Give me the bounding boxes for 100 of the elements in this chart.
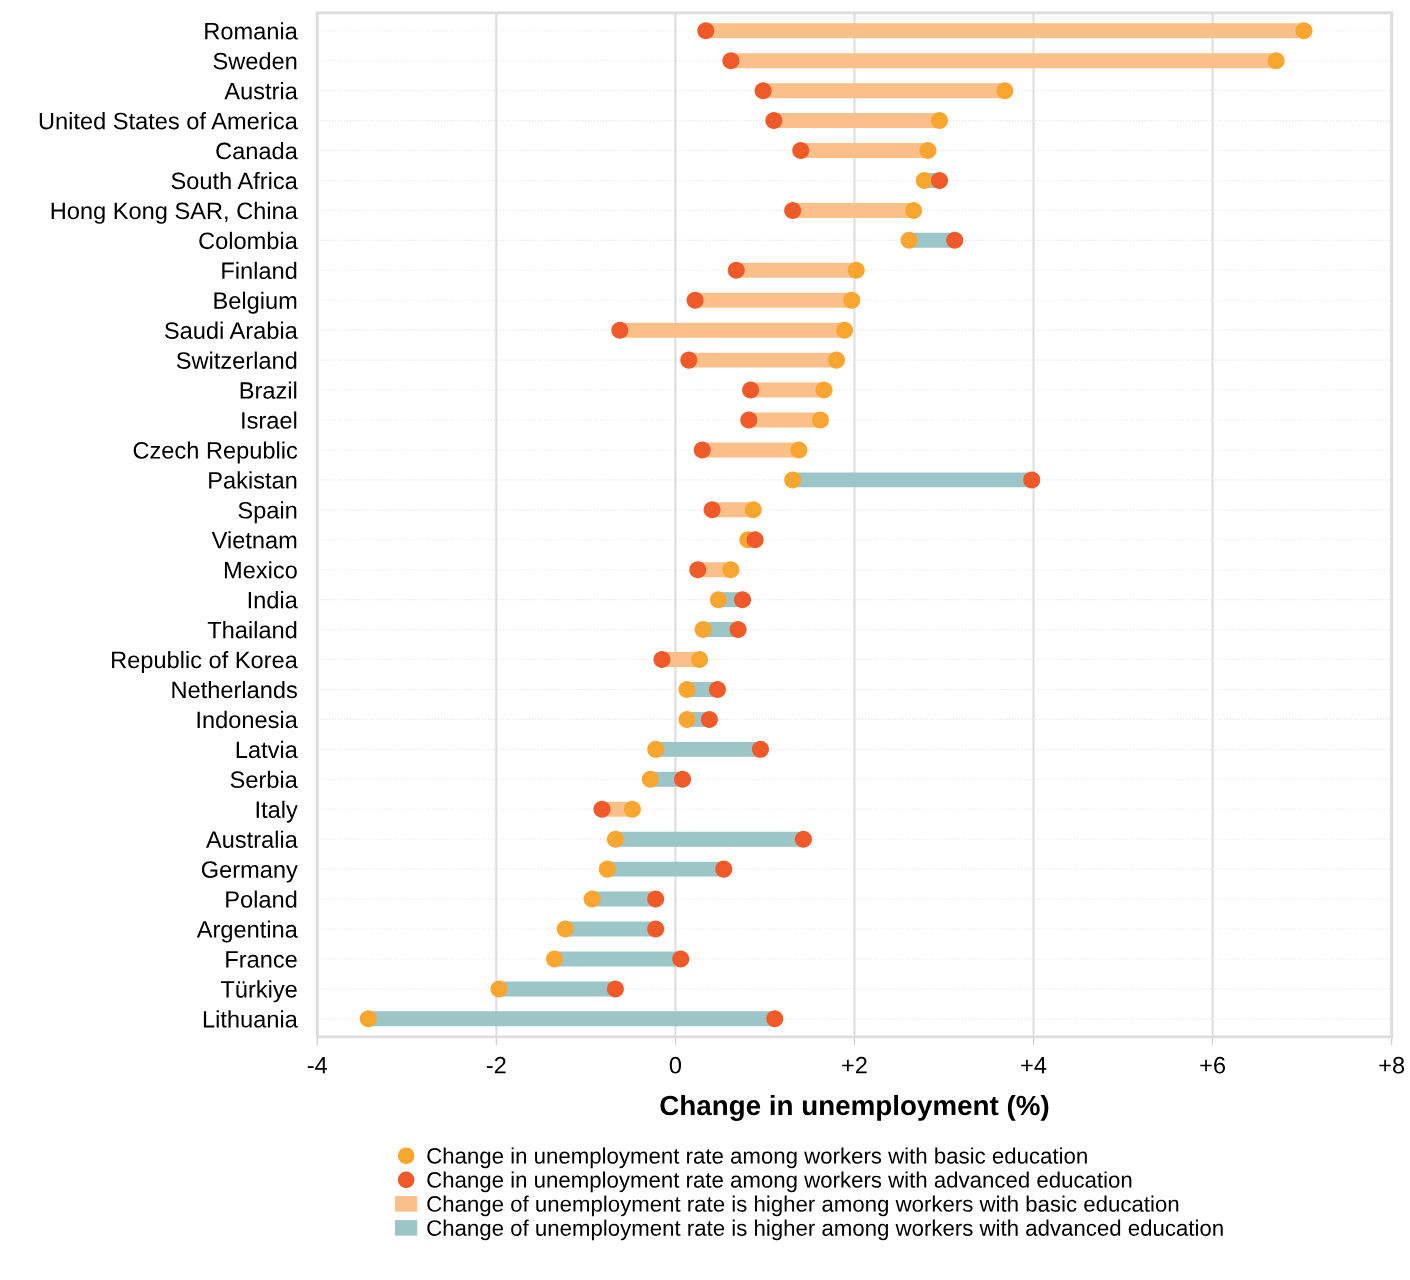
- point: [583, 890, 601, 908]
- legend-label: Change of unemployment rate is higher among workers with basic education: [427, 1195, 1179, 1217]
- x-tick-label: +6: [1200, 1056, 1226, 1074]
- y-tick-label: Republic of Korea: [112, 650, 298, 673]
- y-tick-label: Israel: [242, 411, 297, 429]
- x-tick-label: 0: [669, 1056, 682, 1074]
- point: [790, 441, 808, 459]
- point: [672, 950, 690, 968]
- point: [703, 501, 721, 519]
- y-tick-label: Italy: [256, 800, 298, 823]
- y-tick-label: Canada: [216, 141, 298, 160]
- point: [689, 561, 707, 579]
- x-axis-title: Change in unemployment (%): [660, 1094, 1049, 1121]
- point: [784, 471, 802, 489]
- point: [843, 291, 861, 309]
- point: [709, 591, 727, 609]
- point: [598, 860, 616, 878]
- point: [593, 800, 611, 818]
- point: [847, 261, 865, 279]
- y-tick-label: Saudi Arabia: [164, 321, 298, 339]
- x-tick-label: +8: [1379, 1056, 1405, 1074]
- point: [751, 740, 769, 758]
- point: [1295, 22, 1313, 40]
- y-tick-label: Poland: [226, 890, 297, 908]
- y-tick-label: Brazil: [240, 381, 297, 399]
- point: [766, 1010, 784, 1028]
- point: [647, 920, 665, 938]
- point: [708, 680, 726, 698]
- legend-label: Change in unemployment rate among workers with advanced education: [427, 1171, 1132, 1193]
- y-tick-label: Switzerland: [176, 351, 297, 369]
- point: [746, 531, 764, 549]
- y-tick-label: Romania: [205, 22, 298, 40]
- y-tick-label: Lithuania: [203, 1010, 298, 1028]
- y-tick-label: Netherlands: [172, 680, 297, 699]
- point: [729, 621, 747, 639]
- y-tick-label: Pakistan: [209, 471, 297, 489]
- y-tick-label: Colombia: [199, 231, 298, 250]
- y-tick-label: Serbia: [230, 770, 298, 789]
- y-tick-label: Australia: [206, 830, 298, 848]
- point: [556, 920, 574, 938]
- point: [765, 112, 783, 130]
- point: [811, 411, 829, 429]
- point: [674, 770, 692, 788]
- point: [815, 381, 833, 399]
- point: [784, 201, 802, 219]
- point: [606, 830, 624, 848]
- point: [678, 710, 696, 728]
- point: [641, 770, 659, 788]
- point: [1267, 52, 1285, 70]
- point: [715, 860, 733, 878]
- point: [647, 740, 665, 758]
- y-tick-label: Indonesia: [197, 710, 298, 729]
- y-tick-label: Hong Kong SAR, China: [51, 201, 298, 224]
- point: [919, 142, 937, 160]
- x-tick-label: +4: [1021, 1057, 1047, 1074]
- point: [740, 411, 758, 429]
- y-tick-label: India: [248, 591, 298, 609]
- y-tick-label: Czech Republic: [133, 441, 298, 464]
- point: [915, 171, 933, 189]
- point: [697, 22, 715, 40]
- point: [722, 561, 740, 579]
- point: [623, 800, 641, 818]
- point: [722, 52, 740, 70]
- point: [490, 980, 508, 998]
- point: [1023, 471, 1041, 489]
- y-tick-label: South Africa: [171, 171, 298, 190]
- y-tick-label: Spain: [238, 501, 297, 524]
- x-tick-label: -4: [307, 1057, 328, 1074]
- point: [359, 1010, 377, 1028]
- y-tick-label: France: [226, 951, 297, 968]
- y-tick-label: Sweden: [213, 52, 297, 70]
- y-tick-label: Austria: [224, 82, 298, 100]
- y-tick-label: Türkiye: [220, 980, 297, 1003]
- point: [693, 441, 711, 459]
- point: [794, 830, 812, 848]
- point: [931, 112, 949, 130]
- point: [653, 651, 671, 669]
- point: [828, 351, 846, 369]
- point: [691, 651, 709, 669]
- point: [647, 890, 665, 908]
- point: [744, 501, 762, 519]
- point: [742, 381, 760, 399]
- point: [700, 710, 718, 728]
- point: [946, 231, 964, 249]
- point: [905, 201, 923, 219]
- point: [792, 142, 810, 160]
- legend-label: Change of unemployment rate is higher among workers with advanced education: [427, 1219, 1223, 1241]
- point: [931, 171, 949, 189]
- point: [686, 291, 704, 309]
- point: [546, 950, 564, 968]
- y-tick-label: United States of America: [39, 112, 298, 130]
- point: [900, 231, 918, 249]
- y-tick-label: Vietnam: [211, 531, 297, 549]
- y-tick-label: Argentina: [196, 920, 298, 943]
- point: [678, 680, 696, 698]
- point: [727, 261, 745, 279]
- legend-label: Change in unemployment rate among workers with basic education: [427, 1147, 1087, 1169]
- point: [680, 351, 698, 369]
- point: [836, 321, 854, 339]
- x-tick-label: +2: [842, 1056, 867, 1074]
